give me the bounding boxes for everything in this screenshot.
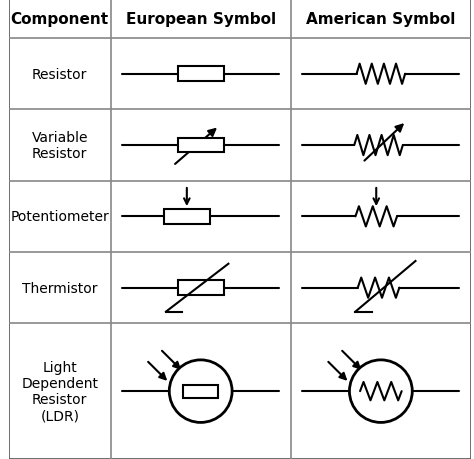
Text: American Symbol: American Symbol: [306, 12, 456, 27]
Text: Component: Component: [11, 12, 109, 27]
Circle shape: [349, 360, 412, 423]
Bar: [178, 67, 224, 82]
Text: Light
Dependent
Resistor
(LDR): Light Dependent Resistor (LDR): [21, 360, 98, 423]
Bar: [164, 209, 210, 224]
Circle shape: [169, 360, 232, 423]
Text: Potentiometer: Potentiometer: [10, 210, 109, 224]
Text: Resistor: Resistor: [32, 67, 88, 82]
Text: European Symbol: European Symbol: [126, 12, 276, 27]
Bar: [178, 281, 224, 296]
Bar: [183, 385, 218, 397]
Text: Variable
Resistor: Variable Resistor: [32, 131, 88, 161]
Bar: [178, 139, 224, 153]
Text: Thermistor: Thermistor: [22, 281, 98, 295]
